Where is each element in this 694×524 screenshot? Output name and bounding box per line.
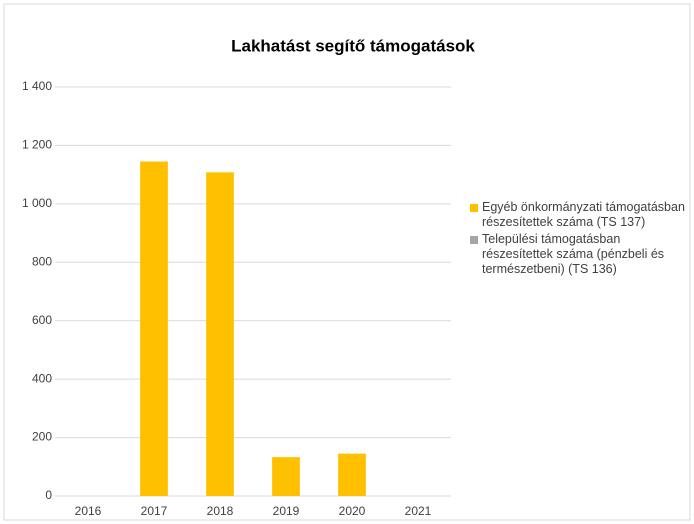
y-tick-label: 1 400	[22, 79, 52, 93]
bar	[140, 161, 168, 496]
legend: Egyéb önkormányzati támogatásban részesí…	[470, 200, 685, 279]
x-tick-label: 2021	[405, 504, 432, 518]
legend-swatch	[470, 204, 478, 212]
x-tick-label: 2016	[75, 504, 102, 518]
legend-label: Települési támogatásban részesítettek sz…	[482, 232, 665, 276]
bar	[338, 453, 366, 496]
y-tick-label: 600	[32, 313, 52, 327]
legend-label: Egyéb önkormányzati támogatásban részesí…	[482, 200, 685, 229]
bar	[206, 172, 234, 496]
legend-entry: Települési támogatásban részesítettek sz…	[470, 232, 685, 277]
legend-entry: Egyéb önkormányzati támogatásban részesí…	[470, 200, 685, 230]
y-tick-label: 200	[32, 430, 52, 444]
y-tick-label: 400	[32, 371, 52, 385]
y-tick-label: 1 200	[22, 138, 52, 152]
chart-border	[3, 3, 691, 521]
x-tick-label: 2019	[273, 504, 300, 518]
y-tick-label: 1 000	[22, 196, 52, 210]
chart-title: Lakhatást segítő támogatások	[231, 36, 475, 55]
bar	[272, 457, 300, 496]
x-tick-label: 2017	[141, 504, 168, 518]
x-tick-label: 2018	[207, 504, 234, 518]
y-tick-label: 800	[32, 254, 52, 268]
legend-swatch	[470, 236, 478, 244]
y-tick-label: 0	[45, 488, 52, 502]
x-tick-label: 2020	[339, 504, 366, 518]
